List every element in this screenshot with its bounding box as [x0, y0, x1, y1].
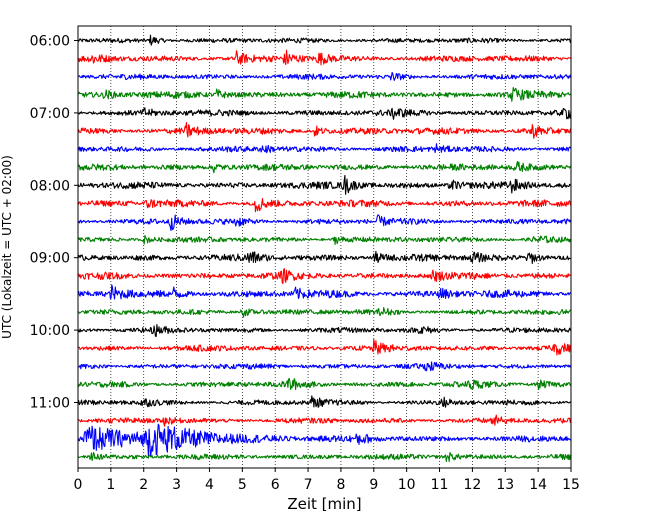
x-tick-label: 15	[562, 477, 580, 493]
trace-line-0600	[77, 34, 571, 46]
trace-line-0700	[77, 107, 572, 120]
x-tick-label: 14	[529, 477, 547, 493]
y-tick-label: 07:00	[30, 106, 70, 122]
y-axis-label: UTC (Lokalzeit = UTC + 02:00)	[0, 155, 14, 339]
trace-line-0615	[77, 49, 572, 66]
trace-line-0645	[77, 86, 572, 102]
x-tick-label: 4	[205, 477, 214, 493]
y-tick-label: 10:00	[30, 323, 70, 339]
trace-line-1015	[77, 338, 572, 356]
y-tick-label: 11:00	[30, 396, 70, 412]
x-axis-label: Zeit [min]	[287, 495, 361, 513]
trace-line-1000	[77, 324, 572, 337]
trace-line-0800	[77, 174, 572, 195]
trace-line-1130	[77, 423, 572, 458]
x-tick-label: 8	[336, 477, 345, 493]
trace-line-1100	[77, 395, 572, 408]
y-tick-label: 06:00	[30, 34, 70, 50]
seismogram-traces	[77, 34, 572, 463]
trace-line-0715	[77, 121, 572, 139]
y-axis-ticks: 06:00 07:00 08:00 09:00 10:00 11:00	[30, 34, 78, 412]
trace-line-0630	[77, 71, 572, 81]
x-tick-label: 0	[74, 477, 83, 493]
trace-line-1115	[77, 414, 572, 427]
x-tick-label: 11	[431, 477, 449, 493]
x-tick-label: 6	[271, 477, 280, 493]
x-tick-label: 5	[238, 477, 247, 493]
trace-line-0745	[77, 160, 571, 174]
x-tick-label: 10	[398, 477, 416, 493]
x-tick-label: 9	[369, 477, 378, 493]
x-tick-label: 12	[463, 477, 481, 493]
trace-line-0930	[77, 284, 572, 300]
x-tick-label: 13	[496, 477, 514, 493]
trace-line-0815	[77, 197, 572, 213]
y-tick-label: 09:00	[30, 251, 70, 267]
x-tick-label: 3	[172, 477, 181, 493]
trace-line-0830	[77, 214, 572, 232]
x-axis-ticks: 0 1 2 3 4 5 6 7 8 9 10 11 12 13 14 15	[74, 468, 580, 493]
trace-line-1045	[77, 378, 572, 391]
x-tick-label: 1	[106, 477, 115, 493]
plot-frame	[77, 25, 572, 469]
trace-line-0730	[77, 143, 572, 154]
trace-line-0845	[77, 234, 572, 246]
trace-line-1030	[77, 361, 572, 372]
trace-line-0945	[78, 307, 572, 318]
y-tick-label: 08:00	[30, 178, 70, 194]
x-tick-label: 7	[304, 477, 313, 493]
trace-line-0900	[77, 250, 572, 265]
trace-line-0915	[77, 268, 572, 285]
x-tick-label: 2	[139, 477, 148, 493]
trace-line-1145	[77, 451, 572, 463]
